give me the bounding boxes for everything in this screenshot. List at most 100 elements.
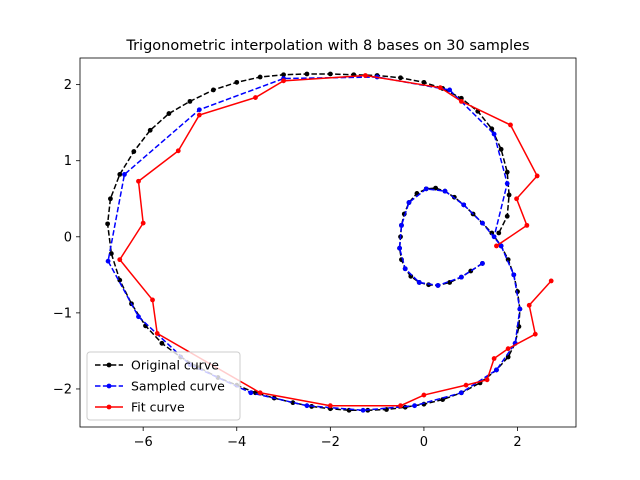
series-2-point-23 — [491, 356, 497, 361]
series-0-point-60 — [166, 111, 172, 116]
series-2-point-6 — [437, 85, 443, 91]
series-0-point-58 — [131, 149, 137, 154]
series-line-2 — [118, 74, 552, 407]
series-1-point-4 — [402, 266, 408, 272]
series-1-point-7 — [406, 200, 412, 205]
series-2-point-12 — [136, 178, 141, 184]
plot-area — [105, 71, 554, 413]
series-0-point-35 — [440, 397, 446, 403]
legend-marker-1 — [106, 383, 112, 389]
x-tick-label-0: −6 — [134, 435, 153, 450]
legend-label-2: Fit curve — [131, 400, 185, 415]
series-0-point-71 — [421, 79, 427, 85]
series-1-point-20 — [304, 403, 310, 409]
series-1-point-16 — [494, 367, 499, 373]
series-0-point-50 — [159, 340, 165, 346]
series-1-point-29 — [447, 87, 453, 93]
series-0-point-64 — [257, 74, 263, 80]
series-2-point-15 — [150, 297, 155, 303]
series-2-point-18 — [327, 403, 333, 409]
legend: Original curve Sampled curve Fit curve — [86, 351, 241, 421]
series-1 — [105, 74, 523, 413]
series-2 — [117, 73, 554, 409]
series-0-point-62 — [210, 87, 216, 93]
series-2-point-14 — [117, 257, 123, 263]
series-1-point-6 — [399, 222, 404, 228]
x-tick-label-1: −4 — [227, 435, 246, 450]
series-2-point-25 — [532, 331, 538, 337]
x-tick-label-2: −2 — [321, 435, 340, 450]
x-axis: −6 −4 −2 0 2 — [134, 427, 522, 450]
series-2-point-1 — [524, 222, 530, 228]
series-2-point-3 — [534, 173, 540, 179]
series-0-point-57 — [117, 172, 123, 177]
series-1-point-5 — [397, 245, 402, 251]
series-0-point-78 — [506, 192, 512, 198]
series-1-point-17 — [458, 390, 464, 396]
series-0-point-77 — [504, 169, 510, 175]
series-0-point-56 — [108, 196, 113, 202]
chart-title: Trigonometric interpolation with 8 bases… — [125, 38, 529, 54]
series-1-point-1 — [458, 274, 464, 280]
series-1-point-13 — [511, 272, 517, 278]
series-1-point-32 — [491, 234, 497, 240]
legend-label-0: Original curve — [131, 358, 219, 373]
series-0-point-59 — [147, 127, 153, 133]
series-2-point-27 — [548, 278, 554, 284]
legend-marker-2 — [106, 404, 112, 410]
series-line-0 — [106, 73, 521, 412]
series-2-point-19 — [398, 403, 403, 409]
series-0-point-65 — [281, 72, 286, 78]
series-1-point-2 — [435, 283, 441, 288]
series-0-point-70 — [398, 75, 403, 81]
series-2-point-16 — [154, 331, 160, 336]
series-1-point-9 — [442, 188, 448, 194]
series-1-point-0 — [480, 261, 485, 266]
legend-box — [86, 351, 241, 421]
x-tick-label-4: 2 — [513, 435, 521, 450]
series-2-point-5 — [458, 98, 464, 104]
series-0-point-67 — [327, 71, 333, 77]
series-2-point-2 — [514, 196, 519, 202]
x-tick-label-3: 0 — [420, 435, 428, 450]
series-1-point-10 — [461, 202, 467, 208]
series-0-point-54 — [108, 251, 114, 256]
series-0-point-66 — [304, 71, 310, 77]
series-1-point-3 — [416, 280, 422, 285]
y-tick-label-1: −1 — [53, 306, 72, 321]
series-2-point-22 — [484, 377, 490, 383]
series-1-point-24 — [105, 258, 111, 264]
series-0-point-76 — [498, 146, 504, 152]
series-2-point-9 — [253, 95, 258, 100]
series-0-point-63 — [234, 79, 240, 85]
plot-frame — [79, 57, 577, 428]
series-2-point-17 — [257, 390, 263, 396]
series-1-point-26 — [196, 107, 202, 113]
legend-marker-0 — [106, 362, 112, 368]
series-2-point-8 — [281, 78, 286, 84]
series-1-point-14 — [517, 306, 523, 312]
series-1-point-19 — [360, 407, 366, 413]
series-1-point-23 — [136, 314, 141, 320]
series-2-point-26 — [526, 302, 532, 308]
series-2-point-11 — [175, 148, 181, 154]
series-2-point-7 — [363, 73, 368, 78]
y-axis: −2 −1 0 1 2 — [53, 78, 80, 397]
series-2-point-20 — [421, 392, 427, 398]
series-0-point-55 — [105, 221, 111, 227]
y-tick-label-3: 1 — [64, 154, 72, 169]
series-1-point-25 — [122, 172, 127, 177]
series-2-point-13 — [140, 220, 146, 226]
series-1-point-30 — [491, 131, 497, 137]
series-2-point-4 — [508, 122, 513, 128]
series-1-point-21 — [248, 390, 254, 396]
series-1-point-12 — [498, 243, 504, 249]
y-tick-label-4: 2 — [64, 78, 72, 93]
series-0-point-61 — [187, 98, 193, 104]
legend-label-1: Sampled curve — [131, 379, 225, 394]
series-2-point-21 — [463, 382, 469, 388]
series-1-point-8 — [423, 186, 429, 192]
series-0-point-79 — [504, 213, 510, 219]
series-1-point-31 — [504, 181, 510, 186]
